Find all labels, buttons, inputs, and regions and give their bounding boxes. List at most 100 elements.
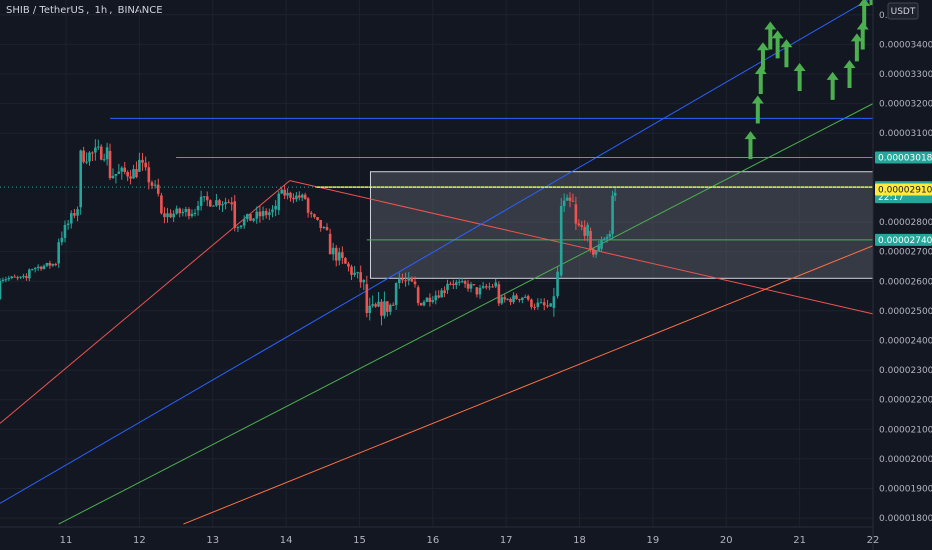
candle-body — [135, 169, 138, 177]
candle-body — [144, 163, 147, 168]
price-axis[interactable] — [873, 0, 932, 550]
candle-body — [470, 284, 473, 289]
candle-body — [22, 276, 25, 277]
y-tick-label: 0.00002300 — [879, 366, 932, 376]
candle-body — [249, 214, 252, 221]
candle-body — [118, 172, 121, 174]
up-arrow-icon[interactable] — [780, 39, 792, 67]
candle-body — [181, 212, 184, 213]
candle-body — [395, 283, 398, 305]
candle-body — [224, 202, 227, 204]
y-tick-label: 0.00001800 — [879, 514, 932, 524]
candle-body — [323, 227, 326, 228]
candle-body — [76, 209, 79, 215]
candle-body — [429, 298, 432, 302]
candle-body — [338, 252, 341, 260]
candle-body — [283, 190, 286, 196]
candle-body — [148, 167, 151, 182]
x-tick-label: 18 — [573, 535, 586, 546]
candle-body — [371, 304, 374, 306]
x-tick-label: 21 — [793, 535, 806, 546]
candle-body — [316, 217, 319, 220]
y-tick-label: 0.00002700 — [879, 248, 932, 258]
candle-body — [28, 270, 31, 279]
candle-body — [2, 280, 5, 281]
up-arrow-icon[interactable] — [858, 0, 870, 26]
candle-body — [16, 277, 19, 278]
candle-body — [57, 242, 60, 263]
candle-body — [366, 284, 369, 313]
candle-body — [212, 206, 215, 207]
candle-body — [437, 295, 440, 297]
candle-body — [73, 213, 76, 216]
x-tick-label: 13 — [206, 535, 219, 546]
candle-body — [209, 200, 212, 206]
trend-line[interactable] — [183, 246, 873, 524]
candle-body — [580, 225, 583, 227]
up-arrow-icon[interactable] — [757, 42, 769, 70]
candle-body — [194, 213, 197, 214]
candle-body — [178, 209, 181, 214]
up-arrow-icon[interactable] — [744, 131, 756, 159]
candle-body — [546, 305, 549, 306]
candle-body — [246, 214, 249, 219]
candle-body — [326, 227, 329, 230]
candle-body — [341, 252, 344, 258]
candle-body — [353, 273, 356, 275]
candle-body — [543, 302, 546, 305]
candle-body — [255, 212, 258, 219]
candle-body — [230, 202, 233, 204]
candle-body — [215, 200, 218, 205]
candle-body — [563, 201, 566, 206]
candle-body — [432, 300, 435, 302]
candle-body — [277, 194, 280, 211]
candle-body — [52, 264, 55, 266]
candle-body — [482, 286, 485, 288]
candle-body — [407, 278, 410, 281]
candle-body — [556, 272, 559, 297]
y-tick-label: 0.00002400 — [879, 336, 932, 346]
candle-body — [344, 258, 347, 264]
up-arrow-icon[interactable] — [794, 63, 806, 91]
candle-body — [0, 281, 1, 299]
candle-body — [600, 240, 603, 248]
up-arrow-icon[interactable] — [752, 96, 764, 124]
x-tick-label: 17 — [500, 535, 513, 546]
candle-body — [537, 303, 540, 307]
candle-body — [575, 204, 578, 223]
candle-body — [609, 234, 612, 237]
candle-body — [307, 198, 310, 212]
candle-body — [446, 284, 449, 290]
candle-body — [175, 209, 178, 214]
candle-body — [160, 195, 163, 213]
candle-body — [54, 264, 57, 265]
candle-body — [598, 246, 601, 251]
candle-body — [237, 227, 240, 228]
candle-body — [200, 197, 203, 206]
candle-body — [491, 286, 494, 287]
candle-body — [112, 176, 115, 178]
candle-body — [94, 147, 97, 152]
candle-body — [374, 304, 377, 306]
candle-body — [221, 204, 224, 205]
candle-body — [126, 172, 129, 176]
trend-line[interactable] — [59, 104, 873, 524]
candle-body — [8, 278, 11, 279]
candle-body — [566, 198, 569, 201]
candle-body — [123, 168, 126, 172]
candle-body — [589, 231, 592, 249]
candle-body — [310, 213, 313, 214]
candle-body — [154, 185, 157, 186]
candle-body — [464, 281, 467, 284]
up-arrow-icon[interactable] — [827, 72, 839, 100]
candle-body — [46, 263, 49, 266]
candle-body — [70, 213, 73, 223]
candle-body — [611, 196, 614, 234]
candle-body — [19, 277, 22, 278]
y-tick-label: 0.00002200 — [879, 396, 932, 406]
candle-body — [292, 198, 295, 199]
candle-body — [560, 206, 563, 275]
candle-body — [85, 162, 88, 163]
candle-body — [569, 198, 572, 201]
